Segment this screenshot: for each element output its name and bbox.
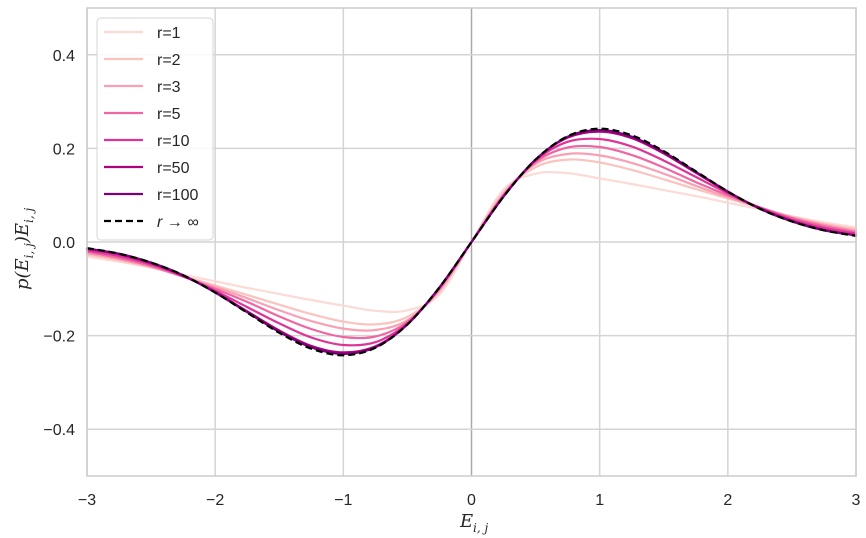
- legend-label: r=10: [157, 133, 190, 150]
- y-tick-labels: −0.4 −0.2 0.0 0.2 0.4: [43, 48, 75, 439]
- x-axis-label-main: E: [459, 511, 473, 532]
- y-axis-label-text: p(Ei, j)Ei, j: [12, 207, 36, 290]
- y-tick-label: −0.2: [43, 329, 75, 346]
- legend-label: r → ∞: [157, 214, 199, 231]
- legend-label: r=50: [157, 160, 190, 177]
- grid: [86, 8, 857, 476]
- y-axis-label: p(Ei, j)Ei, j: [12, 207, 36, 290]
- x-tick-label: 2: [723, 492, 732, 509]
- y-tick-label: 0.2: [53, 141, 75, 158]
- x-tick-label: 1: [595, 492, 604, 509]
- y-tick-label: −0.4: [43, 422, 75, 439]
- legend-label: r=5: [157, 106, 181, 123]
- series-line: [86, 127, 857, 357]
- x-tick-label: −2: [206, 492, 224, 509]
- plot-area: [85, 127, 858, 357]
- axes-frame: [86, 7, 857, 477]
- x-tick-labels: −3 −2 −1 0 1 2 3: [78, 492, 861, 509]
- x-tick-label: 0: [467, 492, 476, 509]
- y-tick-label: 0.4: [53, 48, 75, 65]
- x-tick-label: −3: [78, 492, 96, 509]
- legend-label: r=2: [157, 52, 181, 69]
- legend: r=1 r=2 r=3 r=5 r=10 r=50 r=100 r → ∞: [96, 17, 214, 241]
- x-axis-label-subscript: i, j: [473, 521, 488, 535]
- legend-label: r=100: [157, 187, 198, 204]
- y-tick-label: 0.0: [53, 235, 75, 252]
- x-tick-label: 3: [852, 492, 861, 509]
- x-axis-label: E i, j: [459, 511, 488, 535]
- x-tick-label: −1: [334, 492, 352, 509]
- legend-label: r=1: [157, 25, 181, 42]
- legend-label: r=3: [157, 79, 181, 96]
